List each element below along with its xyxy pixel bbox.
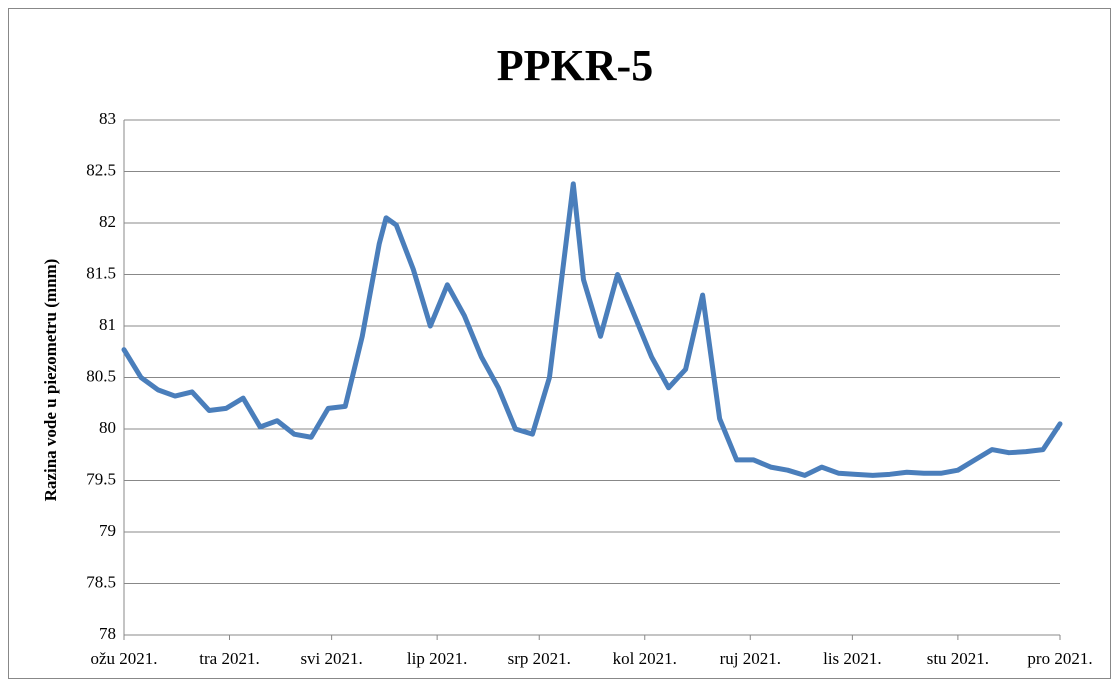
x-tick-label: svi 2021. [300, 649, 362, 668]
x-tick-label: pro 2021. [1027, 649, 1092, 668]
y-tick-label: 80.5 [86, 366, 116, 385]
y-tick-label: 78.5 [86, 572, 116, 591]
x-tick-label: stu 2021. [927, 649, 989, 668]
x-tick-label: lip 2021. [407, 649, 467, 668]
y-axis-label: Razina vode u piezometru (mnm) [41, 259, 60, 502]
y-tick-label: 83 [99, 109, 116, 128]
y-tick-label: 78 [99, 624, 116, 643]
y-tick-label: 81.5 [86, 263, 116, 282]
data-line [121, 181, 1063, 478]
x-tick-label: ruj 2021. [720, 649, 781, 668]
x-tick-label: ožu 2021. [90, 649, 157, 668]
y-tick-label: 80 [99, 418, 116, 437]
y-tick-label: 79.5 [86, 469, 116, 488]
x-tick-label: kol 2021. [613, 649, 677, 668]
x-tick-label: srp 2021. [508, 649, 571, 668]
y-tick-label: 81 [99, 315, 116, 334]
chart-title: PPKR-5 [497, 41, 653, 90]
chart-frame [8, 8, 1111, 679]
x-tick-label: tra 2021. [199, 649, 259, 668]
y-tick-label: 82.5 [86, 160, 116, 179]
y-tick-label: 82 [99, 212, 116, 231]
x-tick-label: lis 2021. [823, 649, 882, 668]
y-tick-label: 79 [99, 521, 116, 540]
